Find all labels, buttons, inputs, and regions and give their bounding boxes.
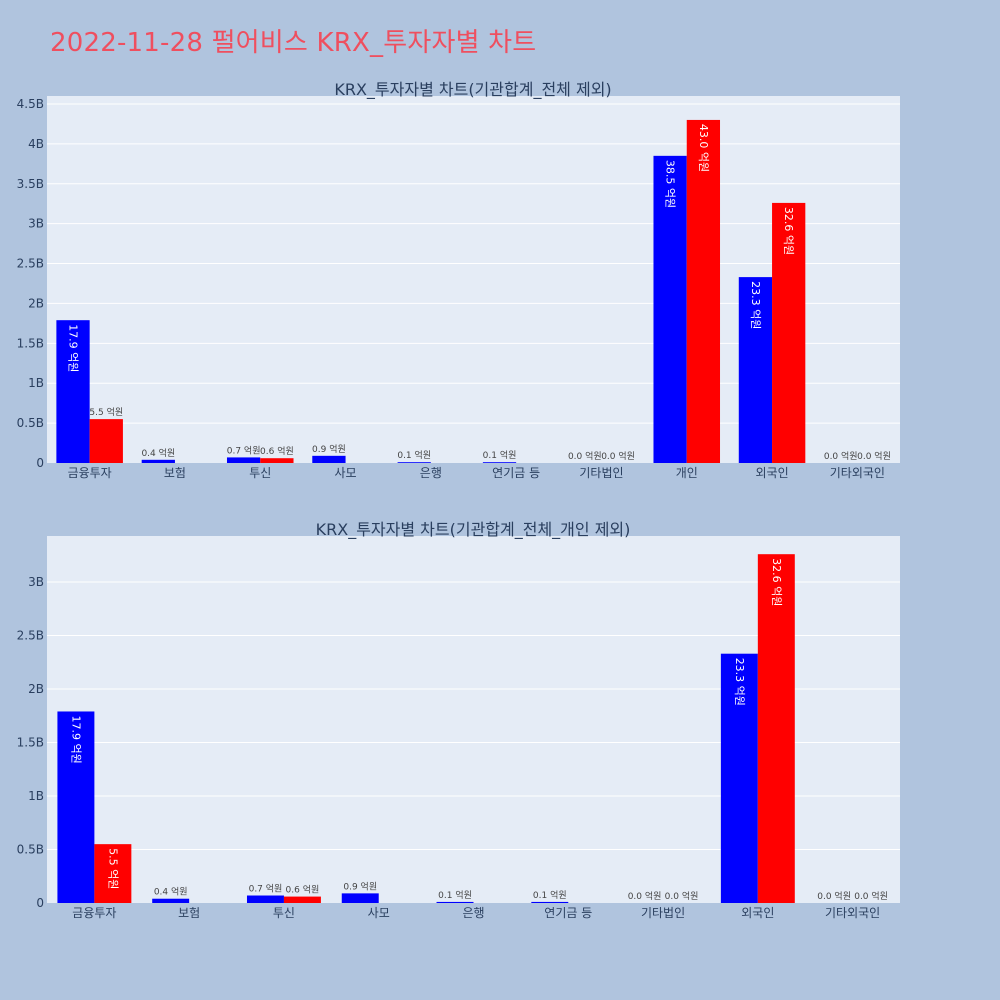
bar <box>226 457 261 463</box>
x-tick-label: 은행 <box>462 905 484 920</box>
bar-value-label: 0.9 억원 <box>312 443 346 455</box>
bar-value-label: 0.1 억원 <box>483 449 517 461</box>
bar <box>260 458 294 463</box>
bar <box>772 202 806 463</box>
bar <box>89 419 123 463</box>
bar-value-label: 5.5 억원 <box>89 406 123 418</box>
y-tick-label: 2B <box>28 296 44 310</box>
bar-value-label: 0.7 억원 <box>249 883 283 895</box>
bar-value-label: 17.9 억원 <box>67 324 80 372</box>
y-tick-label: 2.5B <box>17 629 44 643</box>
x-tick-label: 금융투자 <box>72 906 116 920</box>
bar <box>436 901 474 903</box>
bar-value-label: 5.5 억원 <box>106 848 119 889</box>
y-tick-label: 3.5B <box>17 177 44 191</box>
bar-value-label: 0.0 억원 <box>824 450 858 462</box>
y-tick-label: 4.5B <box>17 97 44 111</box>
bar <box>141 459 175 463</box>
x-tick-label: 사모 <box>368 906 390 920</box>
y-tick-label: 2.5B <box>17 257 44 271</box>
bar-value-label: 0.1 억원 <box>438 889 472 901</box>
bar-value-label: 43.0 억원 <box>697 124 710 172</box>
bar-value-label: 32.6 억원 <box>782 207 795 255</box>
x-tick-label: 개인 <box>676 466 698 480</box>
x-tick-label: 기타외국인 <box>830 466 885 480</box>
bar <box>686 119 721 463</box>
bar <box>720 653 758 903</box>
bar-value-label: 0.9 억원 <box>343 880 377 892</box>
bar-value-label: 0.0 억원 <box>857 450 891 462</box>
bar-chart-top: 0 0.5B 1B 1.5B 2B 2.5B 3B 3.5B 4B 4.5B KRX_투자자별 차트… <box>17 80 900 480</box>
x-tick-label: 외국인 <box>741 906 774 920</box>
bar <box>341 893 379 903</box>
y-tick-label: 1.5B <box>17 336 44 350</box>
y-tick-label: 3B <box>28 575 44 589</box>
x-tick-label: 투신 <box>249 466 271 480</box>
bar <box>312 455 346 463</box>
bar-value-label: 0.0 억원 <box>665 890 699 902</box>
x-tick-label: 사모 <box>335 466 357 480</box>
bar <box>94 844 132 903</box>
y-tick-label: 0 <box>36 896 44 910</box>
x-tick-label: 금융투자 <box>68 466 112 480</box>
bar <box>738 277 773 463</box>
bar <box>283 896 321 903</box>
x-tick-label: 기타법인 <box>641 906 685 920</box>
bar <box>152 898 190 903</box>
chart-title: KRX_투자자별 차트(기관합계_전체_개인 제외) <box>316 520 631 540</box>
bar <box>757 554 795 903</box>
y-tick-label: 1.5B <box>17 736 44 750</box>
bar <box>57 711 95 903</box>
bar-value-label: 0.0 억원 <box>817 890 851 902</box>
bar <box>246 895 284 903</box>
bar-chart-bottom: 0 0.5B 1B 1.5B 2B 2.5B 3B KRX_투자자별 차트(기관합계_전체_개… <box>17 520 900 920</box>
bar-value-label: 0.6 억원 <box>286 884 320 896</box>
bar-value-label: 0.4 억원 <box>141 447 175 459</box>
y-tick-label: 0.5B <box>17 843 44 857</box>
bar-value-label: 0.6 억원 <box>260 445 294 457</box>
bar-value-label: 0.0 억원 <box>628 890 662 902</box>
bar <box>531 901 569 903</box>
x-tick-label: 보험 <box>178 906 200 920</box>
y-tick-label: 1B <box>28 376 44 390</box>
bar <box>653 155 687 463</box>
bar-value-label: 0.0 억원 <box>601 450 635 462</box>
bar-value-label: 17.9 억원 <box>69 715 82 763</box>
x-tick-label: 기타외국인 <box>825 906 880 920</box>
bar <box>56 320 90 463</box>
bar-value-label: 32.6 억원 <box>770 558 783 606</box>
x-tick-label: 연기금 등 <box>492 466 540 480</box>
y-tick-label: 0.5B <box>17 416 44 430</box>
bar-value-label: 23.3 억원 <box>749 281 762 329</box>
bar <box>397 462 431 463</box>
x-tick-label: 투신 <box>273 906 295 920</box>
y-tick-label: 0 <box>36 456 44 470</box>
bar-value-label: 23.3 억원 <box>733 658 746 706</box>
y-tick-label: 3B <box>28 217 44 231</box>
bar-value-label: 0.1 억원 <box>533 889 567 901</box>
bar-value-label: 0.7 억원 <box>227 444 261 456</box>
page-title: 2022-11-28 펄어비스 KRX_투자자별 차트 <box>50 28 537 58</box>
x-tick-label: 은행 <box>420 465 442 480</box>
x-tick-label: 연기금 등 <box>544 906 592 920</box>
bar-value-label: 0.0 억원 <box>568 450 602 462</box>
x-tick-label: 기타법인 <box>579 466 623 480</box>
y-tick-label: 2B <box>28 682 44 696</box>
x-tick-label: 외국인 <box>755 466 788 480</box>
y-tick-label: 1B <box>28 789 44 803</box>
x-tick-label: 보험 <box>164 466 186 480</box>
bar <box>482 462 517 463</box>
y-tick-label: 4B <box>28 137 44 151</box>
bar-value-label: 0.0 억원 <box>854 890 888 902</box>
bar-value-label: 0.4 억원 <box>154 886 188 898</box>
chart-title: KRX_투자자별 차트(기관합계_전체 제외) <box>334 80 611 100</box>
bar-value-label: 38.5 억원 <box>664 160 677 208</box>
bar-value-label: 0.1 억원 <box>397 449 431 461</box>
